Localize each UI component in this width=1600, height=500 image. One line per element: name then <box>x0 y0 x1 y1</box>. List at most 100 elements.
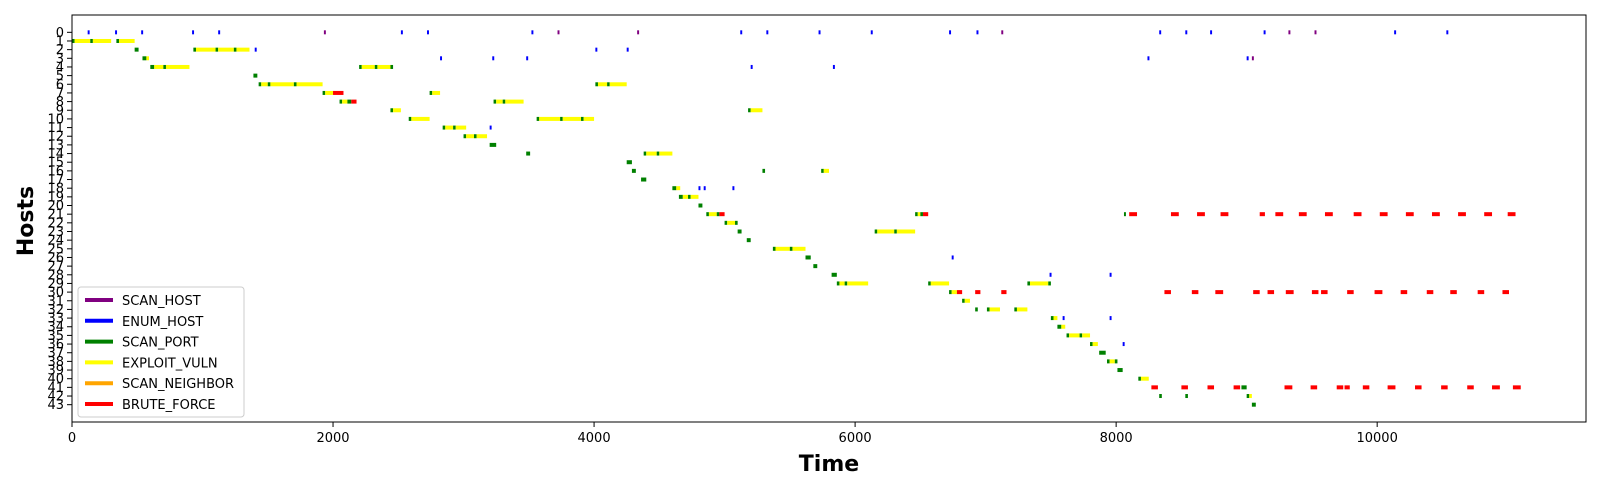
legend-label-scan-host: SCAN_HOST <box>122 294 201 309</box>
segment-exploit-vuln-host-21 <box>708 212 717 217</box>
segment-exploit-vuln-host-1 <box>74 38 91 43</box>
y-tick-label: 5 <box>56 69 64 84</box>
segment-exploit-vuln-host-6 <box>270 82 294 87</box>
segment-scan-port-host-8 <box>339 99 343 104</box>
segment-enum-host-host-2 <box>595 47 598 52</box>
segment-brute-force-host-30 <box>1450 290 1457 295</box>
segment-enum-host-host-0 <box>141 30 144 35</box>
segment-exploit-vuln-host-29 <box>1030 281 1049 286</box>
segment-scan-port-host-4 <box>359 64 362 69</box>
segment-scan-port-host-4 <box>150 64 155 69</box>
y-tick-label: 7 <box>56 86 64 101</box>
y-tick-label: 43 <box>47 398 64 413</box>
segment-enum-host-host-28 <box>1109 272 1112 277</box>
segment-enum-host-host-0 <box>1185 30 1188 35</box>
segment-scan-port-host-35 <box>1066 333 1070 338</box>
segment-scan-port-host-8 <box>502 99 506 104</box>
segment-enum-host-host-0 <box>740 30 743 35</box>
segment-exploit-vuln-host-23 <box>877 229 895 234</box>
y-tick-label: 26 <box>47 251 64 266</box>
segment-brute-force-host-30 <box>1215 290 1224 295</box>
y-tick-label: 6 <box>56 78 64 93</box>
x-tick-label: 0 <box>68 431 76 446</box>
segment-scan-port-host-10 <box>560 116 563 121</box>
segment-brute-force-host-21 <box>1259 212 1265 217</box>
y-tick-label: 9 <box>56 104 64 119</box>
segment-enum-host-host-4 <box>750 64 753 69</box>
segment-enum-host-host-33 <box>1109 316 1112 321</box>
segment-exploit-vuln-host-4 <box>165 64 190 69</box>
segment-brute-force-host-21 <box>1431 212 1440 217</box>
legend-label-brute-force: BRUTE_FORCE <box>122 398 216 413</box>
legend-label-scan-port: SCAN_PORT <box>122 336 199 351</box>
y-tick-label: 12 <box>47 130 64 145</box>
segment-exploit-vuln-host-35 <box>1082 333 1091 338</box>
segment-scan-host-host-3 <box>1251 56 1254 61</box>
segment-scan-port-host-9 <box>390 108 394 113</box>
segment-brute-force-host-30 <box>1164 290 1171 295</box>
y-tick-label: 30 <box>47 286 64 301</box>
segment-exploit-vuln-host-7 <box>325 90 334 95</box>
segment-scan-port-host-6 <box>258 82 262 87</box>
y-tick-label: 29 <box>47 277 64 292</box>
y-tick-label: 35 <box>47 329 64 344</box>
segment-exploit-vuln-host-25 <box>775 246 790 251</box>
segment-brute-force-host-41 <box>1181 385 1188 390</box>
segment-scan-port-host-20 <box>698 203 703 208</box>
segment-scan-port-host-37 <box>1099 350 1106 355</box>
y-tick-label: 0 <box>56 26 64 41</box>
y-tick-label: 16 <box>47 164 64 179</box>
segment-scan-port-host-25 <box>772 246 776 251</box>
segment-scan-port-host-16 <box>631 168 636 173</box>
segment-scan-port-host-32 <box>975 307 978 312</box>
segment-scan-port-host-23 <box>737 229 742 234</box>
segment-scan-port-host-21 <box>915 212 918 217</box>
segment-brute-force-host-41 <box>1512 385 1521 390</box>
segment-exploit-vuln-host-10 <box>583 116 595 121</box>
segment-enum-host-host-18 <box>703 186 706 191</box>
segment-exploit-vuln-host-31 <box>964 298 970 303</box>
y-tick-label: 19 <box>47 190 64 205</box>
segment-exploit-vuln-host-19 <box>682 194 689 199</box>
segment-scan-port-host-29 <box>844 281 848 286</box>
y-tick-label: 8 <box>56 95 64 110</box>
segment-exploit-vuln-host-9 <box>750 108 763 113</box>
segment-brute-force-host-41 <box>1151 385 1158 390</box>
segment-enum-host-host-36 <box>1122 342 1125 347</box>
segment-enum-host-host-11 <box>489 125 492 130</box>
segment-exploit-vuln-host-32 <box>989 307 1000 312</box>
segment-brute-force-host-21 <box>719 212 725 217</box>
segment-scan-port-host-9 <box>748 108 751 113</box>
segment-scan-port-host-10 <box>408 116 412 121</box>
segment-scan-port-host-21 <box>716 212 720 217</box>
x-axis: 0 2000 4000 6000 8000 10000 <box>68 422 1398 446</box>
segment-enum-host-host-33 <box>1062 316 1065 321</box>
y-tick-label: 38 <box>47 355 64 370</box>
y-tick-label: 41 <box>47 381 64 396</box>
y-axis-title: Hosts <box>14 186 39 256</box>
y-axis: 0123456789101112131415161718192021222324… <box>47 26 72 413</box>
segment-brute-force-host-30 <box>1267 290 1275 295</box>
segment-enum-host-host-0 <box>976 30 979 35</box>
y-tick-label: 32 <box>47 303 64 318</box>
segment-scan-port-host-28 <box>831 272 837 277</box>
segment-scan-port-host-4 <box>163 64 166 69</box>
segment-scan-port-host-10 <box>581 116 584 121</box>
x-tick-label: 6000 <box>839 431 872 446</box>
segment-brute-force-host-41 <box>1492 385 1500 390</box>
segment-enum-host-host-0 <box>949 30 952 35</box>
segment-brute-force-host-21 <box>922 212 929 217</box>
y-tick-label: 23 <box>47 225 64 240</box>
segment-enum-host-host-0 <box>192 30 195 35</box>
segment-brute-force-host-21 <box>1405 212 1414 217</box>
legend: SCAN_HOST ENUM_HOST SCAN_PORT EXPLOIT_VULN S… <box>77 286 245 418</box>
segment-enum-host-host-0 <box>766 30 769 35</box>
segment-exploit-vuln-host-4 <box>361 64 375 69</box>
x-axis-title: Time <box>799 452 859 477</box>
segment-scan-port-host-5 <box>253 73 258 78</box>
segment-exploit-vuln-host-7 <box>432 90 441 95</box>
segment-brute-force-host-41 <box>1441 385 1448 390</box>
segment-exploit-vuln-host-2 <box>218 47 234 52</box>
segment-brute-force-host-41 <box>1344 385 1350 390</box>
